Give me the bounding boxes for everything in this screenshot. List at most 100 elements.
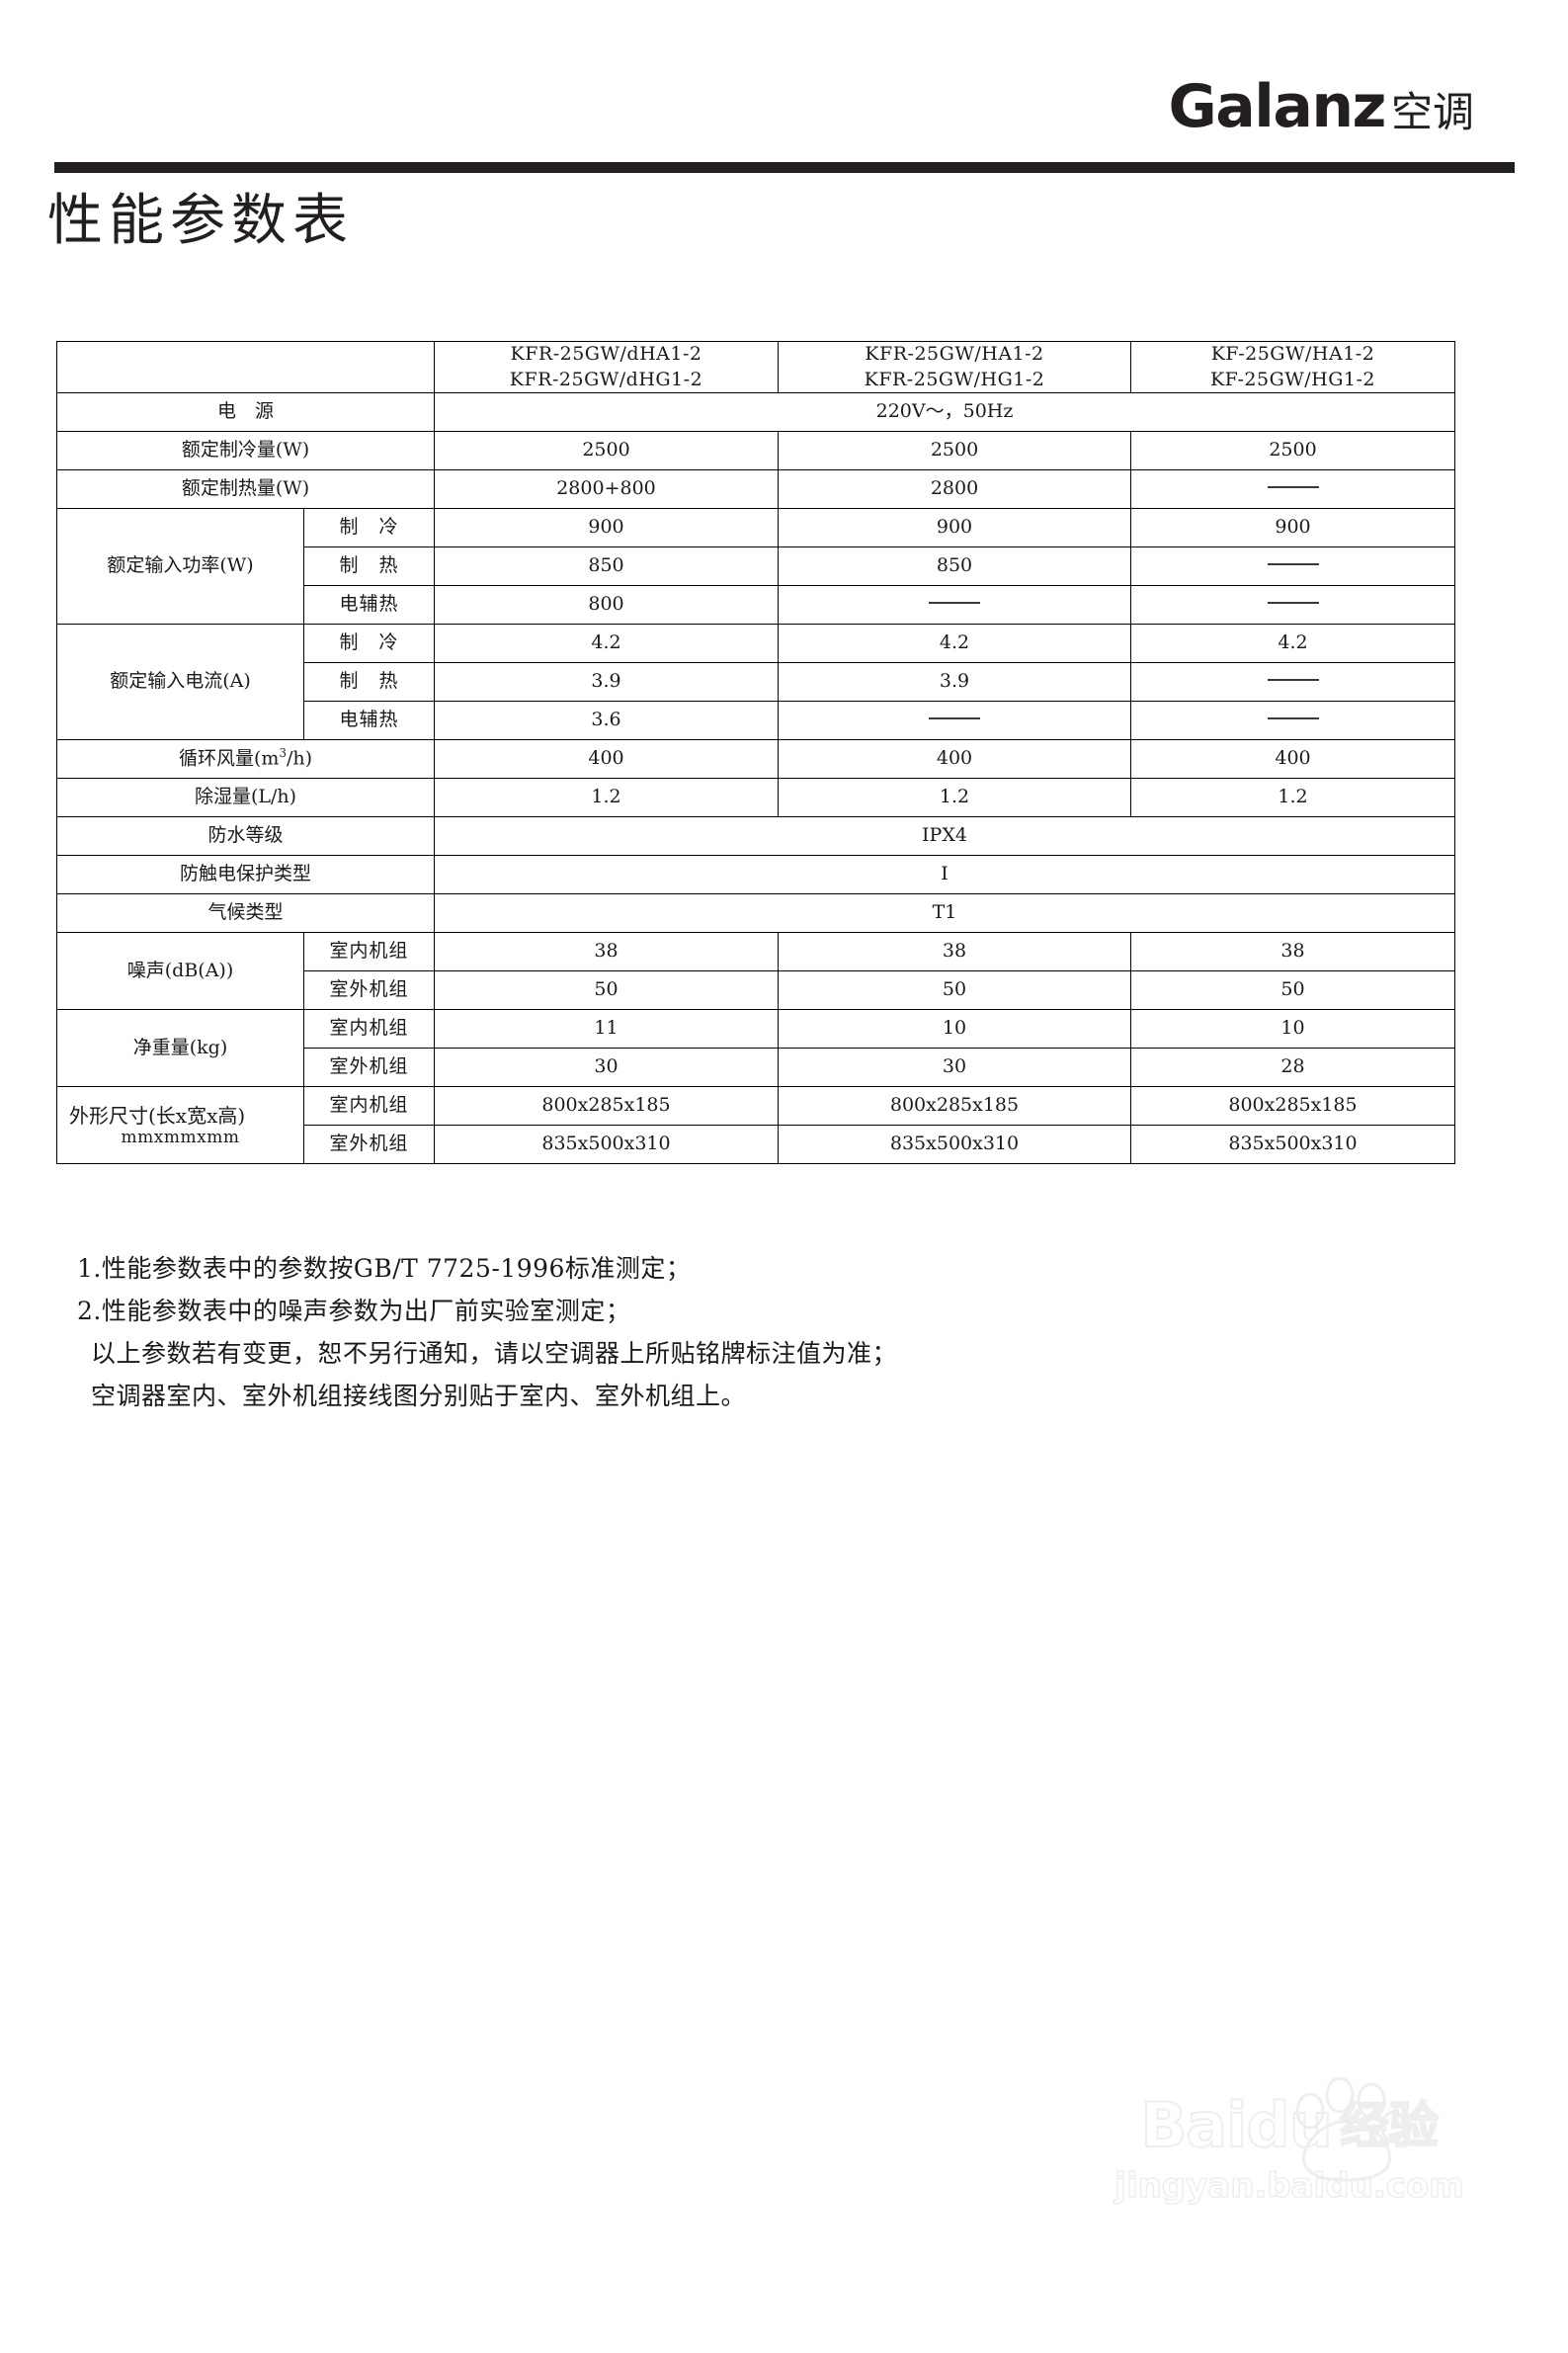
sub-label-input-current-heating: 制 热 [303, 662, 435, 703]
value-cooling-capacity-col3: 2500 [1130, 431, 1455, 471]
table-row-dimensions-indoor: 外形尺寸(长x宽x高) mmxmmxmm 室内机组 800x285x185 80… [56, 1086, 1455, 1165]
footnote-4: 空调器室内、室外机组接线图分别贴于室内、室外机组上。 [91, 1382, 747, 1410]
value-noise-indoor-col2: 38 [778, 932, 1131, 972]
value-cooling-capacity-col2: 2500 [778, 431, 1131, 471]
value-dimensions-indoor-col2: 800x285x185 [778, 1086, 1131, 1127]
table-row-waterproof: 防水等级 IPX4 [56, 816, 1455, 857]
sub-label-input-power-heating: 制 热 [303, 546, 435, 587]
row-label-input-power: 额定输入功率(W) [56, 508, 304, 626]
model-1-line-1: KFR-25GW/dHA1-2 [510, 343, 702, 365]
row-label-waterproof: 防水等级 [56, 816, 435, 857]
value-dimensions-indoor-col3: 800x285x185 [1130, 1086, 1455, 1127]
value-noise-indoor-col1: 38 [434, 932, 779, 972]
not-applicable-dash [1267, 486, 1319, 489]
row-label-net-weight: 净重量(kg) [56, 1009, 304, 1088]
table-row-noise-indoor: 噪声(dB(A)) 室内机组 38 38 38 [56, 932, 1455, 1011]
sub-label-net-weight-outdoor: 室外机组 [303, 1048, 435, 1088]
air-flow-label-post: /h) [286, 747, 312, 770]
value-net-weight-outdoor-col1: 30 [434, 1048, 779, 1088]
value-input-power-auxheat-col1: 800 [434, 585, 779, 626]
value-dimensions-outdoor-col3: 835x500x310 [1130, 1125, 1455, 1165]
value-dimensions-indoor-col1: 800x285x185 [434, 1086, 779, 1127]
value-noise-outdoor-col1: 50 [434, 970, 779, 1011]
value-dehumidify-col3: 1.2 [1130, 778, 1455, 818]
row-label-dehumidify: 除湿量(L/h) [56, 778, 435, 818]
value-net-weight-outdoor-col2: 30 [778, 1048, 1131, 1088]
value-input-current-heating-col3 [1130, 662, 1455, 703]
value-net-weight-indoor-col1: 11 [434, 1009, 779, 1050]
model-2-line-2: KFR-25GW/HG1-2 [864, 368, 1045, 390]
page-title: 性能参数表 [47, 189, 354, 253]
sub-label-noise-indoor: 室内机组 [303, 932, 435, 972]
table-row-input-current-cooling: 额定输入电流(A) 制 冷 4.2 4.2 4.2 [56, 624, 1455, 741]
watermark-url: jingyan.baidu.com [1114, 2165, 1465, 2207]
value-input-power-heating-col1: 850 [434, 546, 779, 587]
value-shock-protection: I [434, 855, 1455, 895]
galanz-logo: Galanz 空调 [1169, 77, 1474, 136]
value-noise-outdoor-col3: 50 [1130, 970, 1455, 1011]
value-input-current-auxheat-col3 [1130, 701, 1455, 741]
table-row-power-supply: 电 源 220V～，50Hz [56, 392, 1455, 433]
value-dimensions-outdoor-col1: 835x500x310 [434, 1125, 779, 1165]
value-input-power-cooling-col2: 900 [778, 508, 1131, 548]
row-label-climate-type: 气候类型 [56, 893, 435, 934]
baidu-watermark: Baidu 经验 jingyan.baidu.com [1077, 2077, 1502, 2207]
row-label-air-flow: 循环风量(m3/h) [56, 739, 435, 780]
table-row-dimensions-outdoor: 室外机组 835x500x310 835x500x310 835x500x310 [57, 1125, 1455, 1165]
sub-label-net-weight-indoor: 室内机组 [303, 1009, 435, 1050]
row-label-power-supply: 电 源 [56, 392, 435, 433]
not-applicable-dash [1267, 679, 1319, 682]
value-input-power-auxheat-col2 [778, 585, 1131, 626]
value-net-weight-outdoor-col3: 28 [1130, 1048, 1455, 1088]
not-applicable-dash [1267, 602, 1319, 605]
watermark-brand-latin: Baidu [1139, 2089, 1334, 2161]
row-label-noise: 噪声(dB(A)) [56, 932, 304, 1011]
dimensions-label-main: 外形尺寸(长x宽x高) [69, 1103, 246, 1128]
brand-latin-text: Galanz [1168, 72, 1387, 141]
value-input-current-heating-col1: 3.9 [434, 662, 779, 703]
value-input-current-auxheat-col1: 3.6 [434, 701, 779, 741]
value-input-current-cooling-col2: 4.2 [778, 624, 1131, 664]
sub-label-dimensions-indoor: 室内机组 [303, 1086, 435, 1127]
value-input-power-cooling-col1: 900 [434, 508, 779, 548]
dimensions-label-unit: mmxmmxmm [121, 1127, 240, 1147]
row-label-shock-protection: 防触电保护类型 [56, 855, 435, 895]
footnotes-block: 1.性能参数表中的参数按GB/T 7725-1996标准测定； 2.性能参数表中… [77, 1247, 897, 1417]
table-row-climate-type: 气候类型 T1 [56, 893, 1455, 934]
air-flow-label-superscript: 3 [279, 746, 287, 761]
header-rule-divider [54, 162, 1515, 173]
value-air-flow-col2: 400 [778, 739, 1131, 780]
brand-cjk-text: 空调 [1390, 88, 1474, 136]
value-heating-capacity-col3 [1130, 469, 1455, 510]
value-input-current-cooling-col3: 4.2 [1130, 624, 1455, 664]
table-row-input-power-auxheat: 电辅热 800 [57, 585, 1455, 626]
value-cooling-capacity-col1: 2500 [434, 431, 779, 471]
not-applicable-dash [929, 602, 980, 605]
table-row-cooling-capacity: 额定制冷量(W) 2500 2500 2500 [56, 431, 1455, 471]
value-heating-capacity-col1: 2800+800 [434, 469, 779, 510]
row-label-heating-capacity: 额定制热量(W) [56, 469, 435, 510]
row-label-dimensions: 外形尺寸(长x宽x高) mmxmmxmm [56, 1086, 304, 1165]
table-row-heating-capacity: 额定制热量(W) 2800+800 2800 [56, 469, 1455, 510]
value-input-power-heating-col3 [1130, 546, 1455, 587]
model-column-1: KFR-25GW/dHA1-2 KFR-25GW/dHG1-2 [434, 340, 779, 394]
sub-label-input-power-cooling: 制 冷 [303, 508, 435, 548]
performance-parameter-table: KFR-25GW/dHA1-2 KFR-25GW/dHG1-2 KFR-25GW… [56, 340, 1455, 1165]
value-air-flow-col3: 400 [1130, 739, 1455, 780]
value-waterproof: IPX4 [434, 816, 1455, 857]
sub-label-input-current-auxheat: 电辅热 [303, 701, 435, 741]
value-power-supply: 220V～，50Hz [434, 392, 1455, 433]
footnote-3: 以上参数若有变更，恕不另行通知，请以空调器上所贴铭牌标注值为准； [91, 1339, 898, 1368]
table-row-air-flow: 循环风量(m3/h) 400 400 400 [56, 739, 1455, 780]
table-row-shock-protection: 防触电保护类型 I [56, 855, 1455, 895]
value-dehumidify-col2: 1.2 [778, 778, 1131, 818]
value-heating-capacity-col2: 2800 [778, 469, 1131, 510]
value-dimensions-outdoor-col2: 835x500x310 [778, 1125, 1131, 1165]
header-blank-cell [56, 340, 435, 394]
value-input-power-cooling-col3: 900 [1130, 508, 1455, 548]
document-header: Galanz 空调 [0, 77, 1568, 160]
value-noise-indoor-col3: 38 [1130, 932, 1455, 972]
watermark-logo-row: Baidu 经验 [1077, 2077, 1502, 2182]
spec-table-container: KFR-25GW/dHA1-2 KFR-25GW/dHG1-2 KFR-25GW… [56, 340, 1455, 1165]
table-row-input-power-cooling: 额定输入功率(W) 制 冷 900 900 900 [56, 508, 1455, 626]
